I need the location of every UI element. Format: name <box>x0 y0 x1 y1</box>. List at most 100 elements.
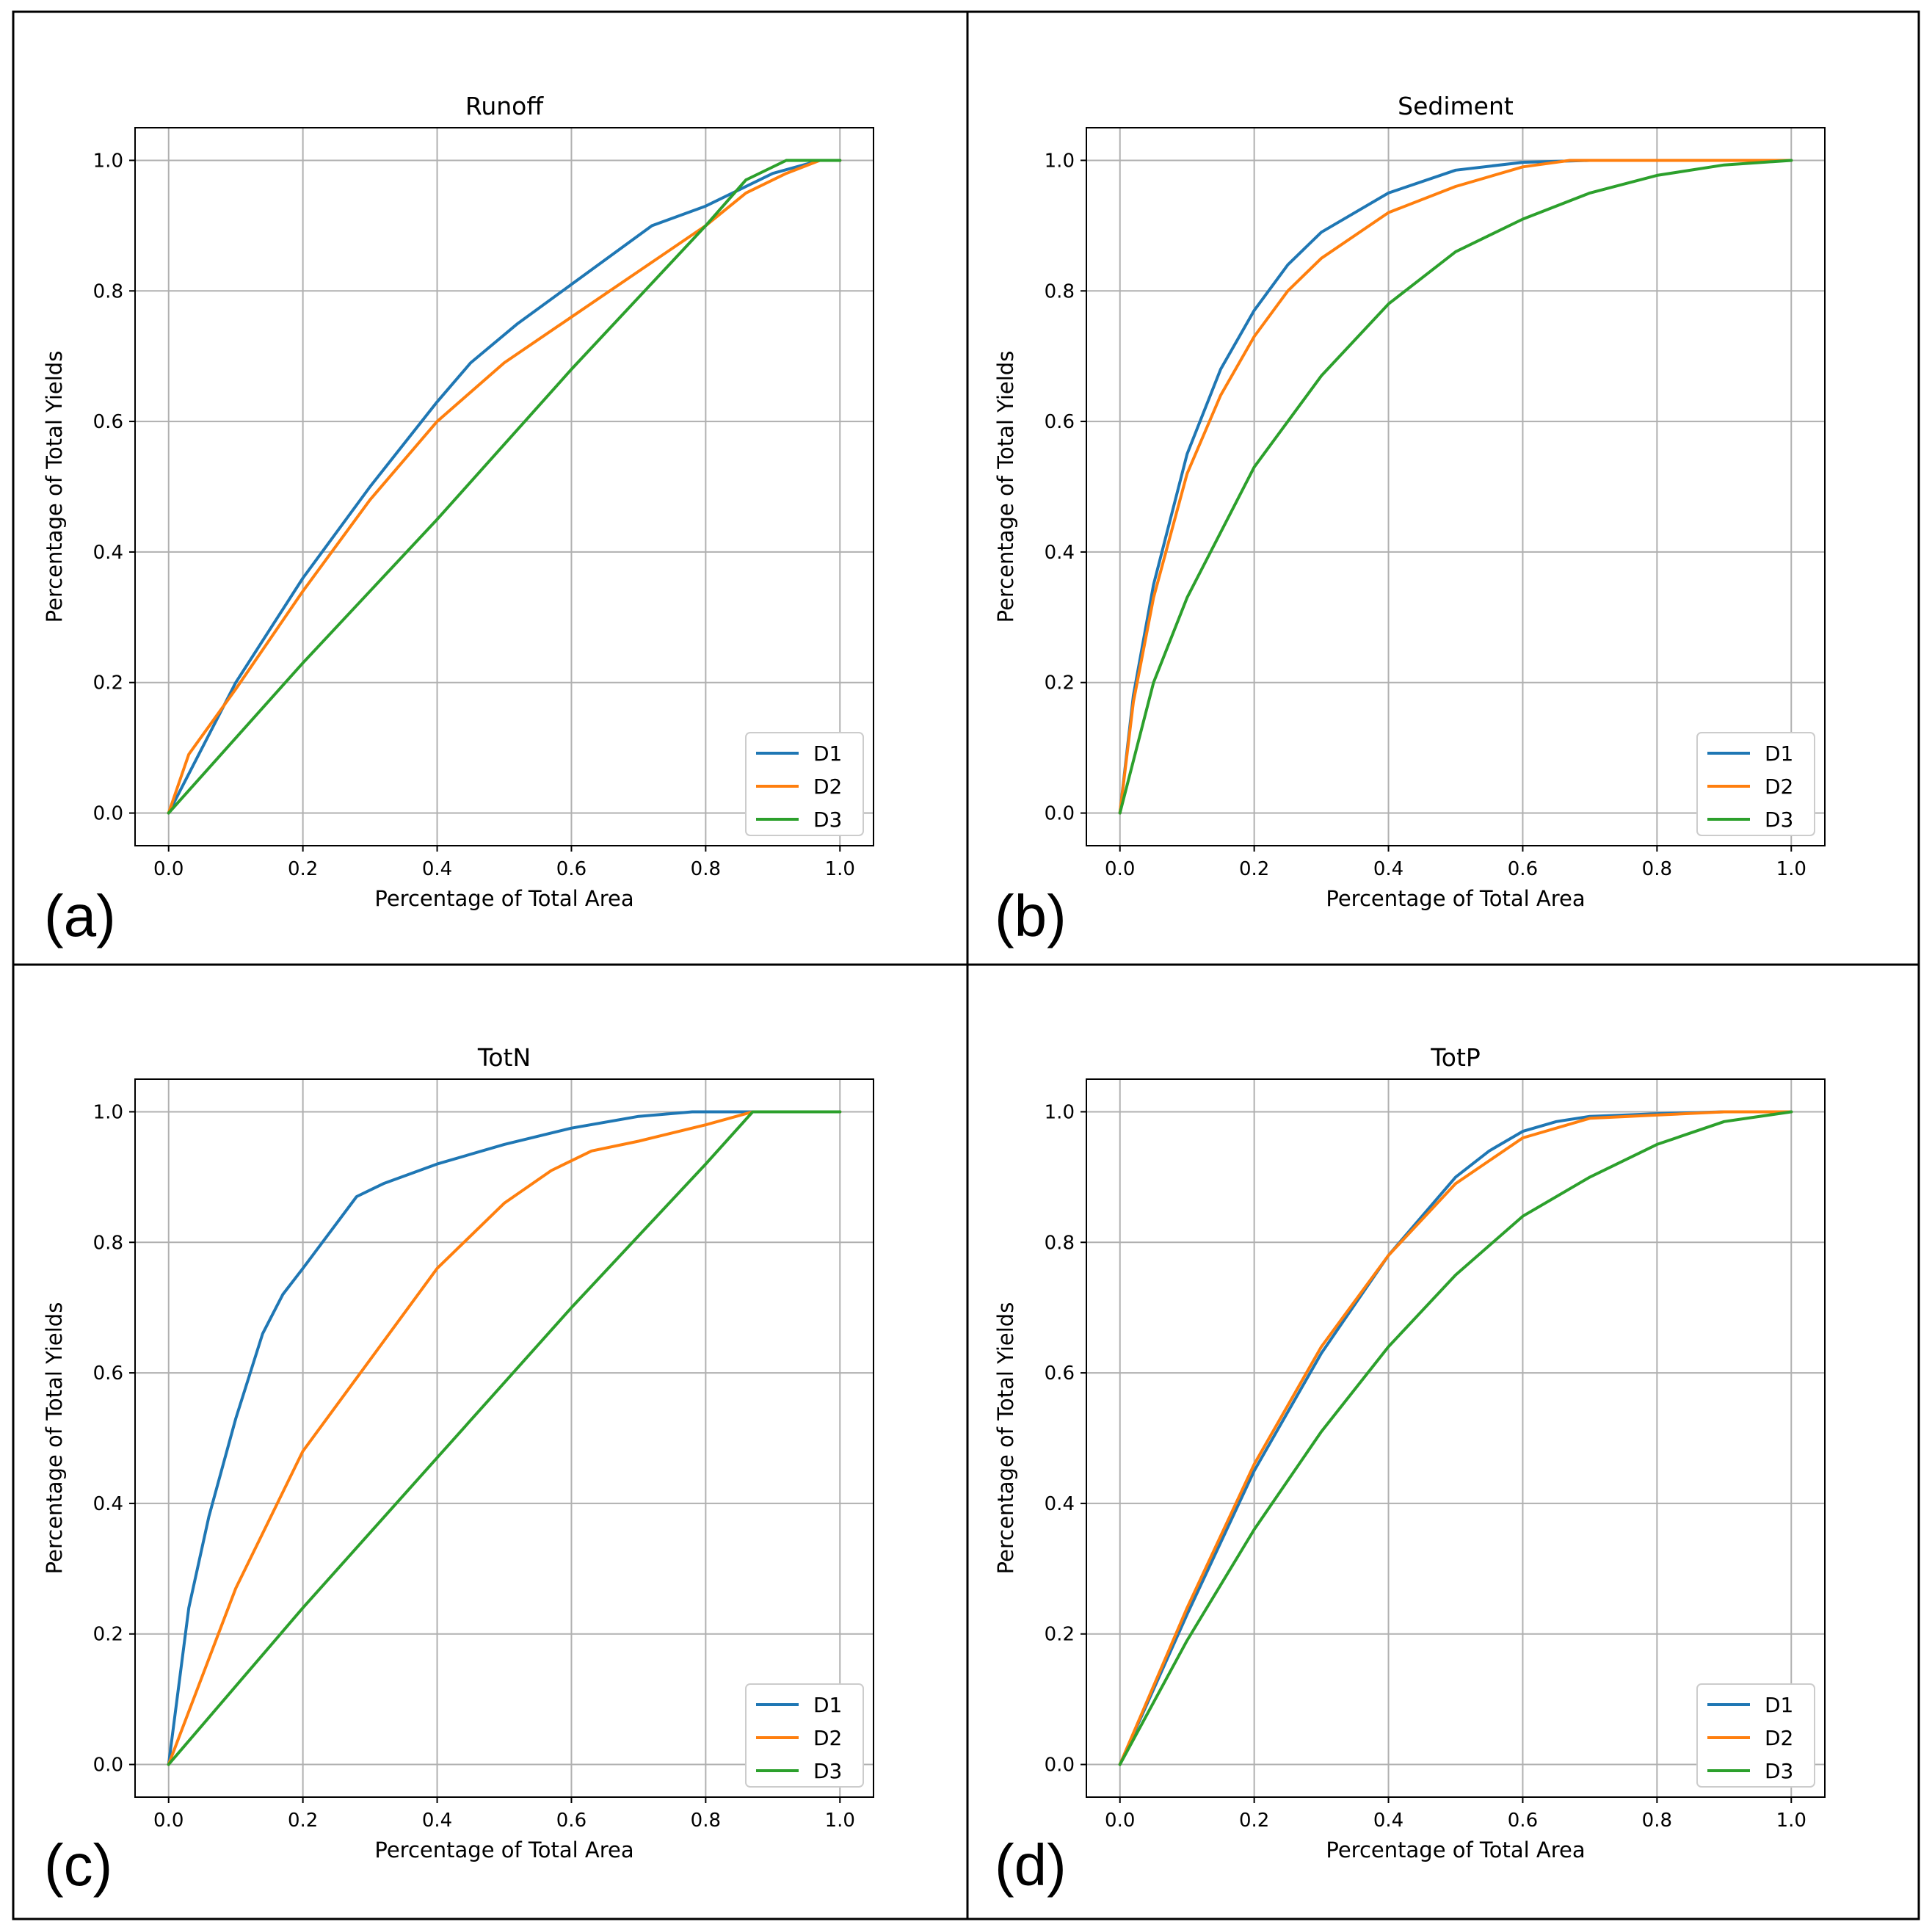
series-line-d2 <box>1118 159 1793 815</box>
x-tick-label: 0.4 <box>1373 1810 1403 1832</box>
y-tick-label: 0.0 <box>1045 803 1075 825</box>
x-tick-label: 0.0 <box>153 858 184 880</box>
x-tick-label: 0.6 <box>556 1810 586 1832</box>
y-tick-label: 0.4 <box>93 542 123 564</box>
x-tick-label: 0.8 <box>691 1810 721 1832</box>
y-tick-label: 0.0 <box>1045 1755 1075 1777</box>
legend: D1 D2 D3 <box>1696 732 1815 836</box>
panel-label: (a) <box>44 883 116 948</box>
x-axis-label: Percentage of Total Area <box>1326 886 1585 911</box>
series-line-d2 <box>167 1110 842 1766</box>
legend: D1 D2 D3 <box>1696 1683 1815 1788</box>
x-tick-label: 0.0 <box>1105 858 1135 880</box>
legend-label-d1: D1 <box>1765 1693 1793 1717</box>
series-line-d2 <box>167 159 842 815</box>
y-axis-label: Percentage of Total Yields <box>42 1302 67 1575</box>
x-tick-label: 1.0 <box>1776 858 1806 880</box>
series-line-d2 <box>1118 1110 1793 1766</box>
series-line-d1 <box>167 1110 842 1766</box>
x-axis-label: Percentage of Total Area <box>374 1838 633 1862</box>
chart-panel-b: 0.0 0.2 0.4 0.6 0.8 1.0 0.0 0.2 0.4 0.6 0.8 1.0 Sedi… <box>993 92 1826 948</box>
y-tick-label: 0.2 <box>1045 1624 1075 1646</box>
y-tick-label: 0.4 <box>1045 542 1075 564</box>
y-tick-label: 1.0 <box>1045 150 1075 172</box>
legend-label-d1: D1 <box>1765 741 1793 766</box>
y-tick-label: 1.0 <box>93 1101 123 1123</box>
x-tick-label: 0.2 <box>1239 1810 1269 1832</box>
x-tick-label: 1.0 <box>825 1810 855 1832</box>
panel-label: (b) <box>995 883 1067 948</box>
x-tick-label: 0.4 <box>422 858 452 880</box>
y-tick-label: 0.6 <box>1045 1363 1075 1385</box>
axes-frame <box>1086 1078 1826 1798</box>
series-line-d1 <box>1118 159 1793 815</box>
axes-frame <box>134 127 874 846</box>
y-tick-label: 0.0 <box>93 803 123 825</box>
chart-title: Sediment <box>1398 92 1514 120</box>
x-tick-label: 0.4 <box>1373 858 1403 880</box>
chart-panel-c: 0.0 0.2 0.4 0.6 0.8 1.0 0.0 0.2 0.4 0.6 0.8 1.0 TotN… <box>42 1043 874 1898</box>
panel-label: (d) <box>995 1832 1067 1898</box>
y-tick-label: 0.6 <box>1045 411 1075 433</box>
series-line-d3 <box>167 159 842 815</box>
y-tick-label: 0.6 <box>93 1363 123 1385</box>
legend-label-d2: D2 <box>1765 774 1793 799</box>
legend-label-d2: D2 <box>813 774 842 799</box>
series-line-d3 <box>167 1110 842 1766</box>
legend-box <box>1696 732 1815 836</box>
legend-label-d3: D3 <box>1765 1759 1793 1783</box>
x-tick-label: 0.8 <box>1642 1810 1672 1832</box>
x-tick-label: 1.0 <box>1776 1810 1806 1832</box>
y-axis-label: Percentage of Total Yields <box>42 351 67 623</box>
y-tick-label: 0.4 <box>1045 1493 1075 1515</box>
y-tick-label: 0.8 <box>93 1232 123 1254</box>
y-axis-label: Percentage of Total Yields <box>993 351 1018 623</box>
y-tick-label: 1.0 <box>1045 1101 1075 1123</box>
y-tick-label: 0.2 <box>93 672 123 694</box>
y-tick-label: 1.0 <box>93 150 123 172</box>
series-line-d1 <box>1118 1110 1793 1766</box>
x-tick-label: 0.0 <box>153 1810 184 1832</box>
legend-label-d1: D1 <box>813 1693 842 1717</box>
x-tick-label: 0.2 <box>288 1810 318 1832</box>
y-tick-label: 0.2 <box>1045 672 1075 694</box>
y-tick-label: 0.4 <box>93 1493 123 1515</box>
legend-box <box>1696 1683 1815 1788</box>
series-line-d3 <box>1118 159 1793 815</box>
panel-label: (c) <box>44 1832 112 1898</box>
legend-label-d2: D2 <box>813 1726 842 1750</box>
legend-label-d1: D1 <box>813 741 842 766</box>
legend-label-d2: D2 <box>1765 1726 1793 1750</box>
y-tick-label: 0.6 <box>93 411 123 433</box>
chart-panel-a: 0.0 0.2 0.4 0.6 0.8 1.0 0.0 0.2 0.4 0.6 0.8 1.0 Runo… <box>42 92 874 948</box>
x-tick-label: 0.6 <box>1508 1810 1538 1832</box>
x-tick-label: 0.4 <box>422 1810 452 1832</box>
y-tick-label: 0.0 <box>93 1755 123 1777</box>
y-tick-label: 0.8 <box>1045 1232 1075 1254</box>
x-axis-label: Percentage of Total Area <box>374 886 633 911</box>
legend: D1 D2 D3 <box>745 732 864 836</box>
legend: D1 D2 D3 <box>745 1683 864 1788</box>
chart-title: TotN <box>477 1043 531 1072</box>
x-tick-label: 0.0 <box>1105 1810 1135 1832</box>
legend-label-d3: D3 <box>1765 808 1793 832</box>
series-line-d1 <box>167 159 842 815</box>
legend-label-d3: D3 <box>813 808 842 832</box>
legend-box <box>745 732 864 836</box>
axes-frame <box>134 1078 874 1798</box>
x-tick-label: 0.6 <box>1508 858 1538 880</box>
chart-panel-d: 0.0 0.2 0.4 0.6 0.8 1.0 0.0 0.2 0.4 0.6 0.8 1.0 TotP… <box>993 1043 1826 1898</box>
x-tick-label: 0.2 <box>288 858 318 880</box>
legend-box <box>745 1683 864 1788</box>
y-tick-label: 0.8 <box>93 280 123 302</box>
y-tick-label: 0.8 <box>1045 280 1075 302</box>
y-axis-label: Percentage of Total Yields <box>993 1302 1018 1575</box>
x-tick-label: 0.8 <box>691 858 721 880</box>
chart-title: Runoff <box>465 92 544 120</box>
axes-frame <box>1086 127 1826 846</box>
x-tick-label: 0.2 <box>1239 858 1269 880</box>
x-tick-label: 0.8 <box>1642 858 1672 880</box>
chart-title: TotP <box>1430 1043 1481 1072</box>
legend-label-d3: D3 <box>813 1759 842 1783</box>
